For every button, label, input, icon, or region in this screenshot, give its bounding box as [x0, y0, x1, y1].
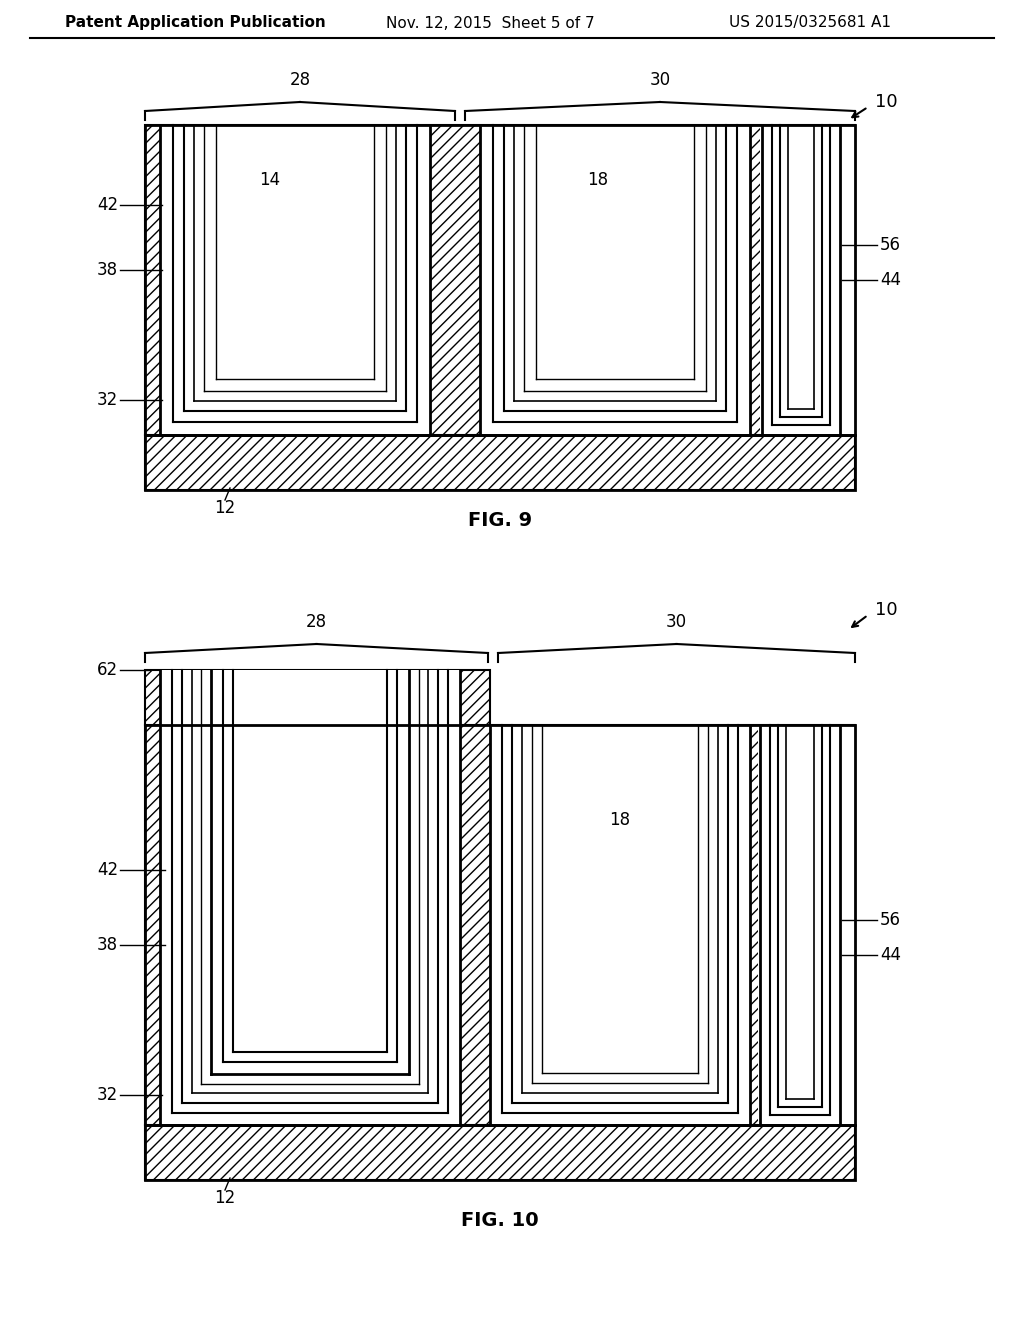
- Bar: [211, 671, 409, 1074]
- Text: 14: 14: [259, 172, 281, 189]
- Text: 30: 30: [666, 612, 687, 631]
- Text: 56: 56: [880, 236, 901, 253]
- Bar: [490, 725, 750, 1125]
- Bar: [160, 125, 430, 436]
- Text: 28: 28: [306, 612, 327, 631]
- Text: FIG. 10: FIG. 10: [461, 1210, 539, 1229]
- Text: 62: 62: [97, 661, 118, 678]
- Text: FIG. 9: FIG. 9: [468, 511, 532, 529]
- Text: 10: 10: [874, 92, 898, 111]
- Text: 42: 42: [97, 861, 118, 879]
- Bar: [145, 125, 855, 436]
- Bar: [160, 671, 460, 1125]
- Text: 44: 44: [880, 271, 901, 289]
- Text: 28: 28: [290, 71, 310, 88]
- Text: 38: 38: [97, 936, 118, 954]
- Bar: [145, 725, 855, 1125]
- Text: 42: 42: [97, 195, 118, 214]
- Text: Patent Application Publication: Patent Application Publication: [65, 16, 326, 30]
- Text: 30: 30: [649, 71, 671, 88]
- Bar: [216, 125, 374, 379]
- Text: US 2015/0325681 A1: US 2015/0325681 A1: [729, 16, 891, 30]
- Text: 56: 56: [880, 911, 901, 929]
- Bar: [480, 125, 750, 436]
- Bar: [542, 725, 698, 1073]
- Text: 38: 38: [97, 261, 118, 279]
- Text: 12: 12: [214, 499, 236, 517]
- Text: 18: 18: [588, 172, 608, 189]
- Bar: [160, 125, 430, 436]
- Bar: [145, 725, 855, 1125]
- Text: 10: 10: [874, 601, 898, 619]
- Text: 32: 32: [96, 391, 118, 409]
- Text: 12: 12: [214, 1189, 236, 1206]
- Bar: [243, 671, 377, 1041]
- Bar: [758, 725, 855, 1125]
- Bar: [160, 671, 460, 1125]
- Text: Nov. 12, 2015  Sheet 5 of 7: Nov. 12, 2015 Sheet 5 of 7: [386, 16, 594, 30]
- Bar: [145, 1125, 855, 1180]
- Bar: [145, 1125, 855, 1180]
- Text: 44: 44: [880, 946, 901, 964]
- Bar: [760, 125, 855, 436]
- Bar: [145, 436, 855, 490]
- Text: 32: 32: [96, 1086, 118, 1104]
- Bar: [480, 125, 750, 436]
- Bar: [490, 725, 750, 1125]
- Bar: [536, 125, 694, 379]
- Text: 18: 18: [609, 810, 631, 829]
- Bar: [145, 125, 855, 436]
- Bar: [145, 671, 490, 725]
- Bar: [145, 436, 855, 490]
